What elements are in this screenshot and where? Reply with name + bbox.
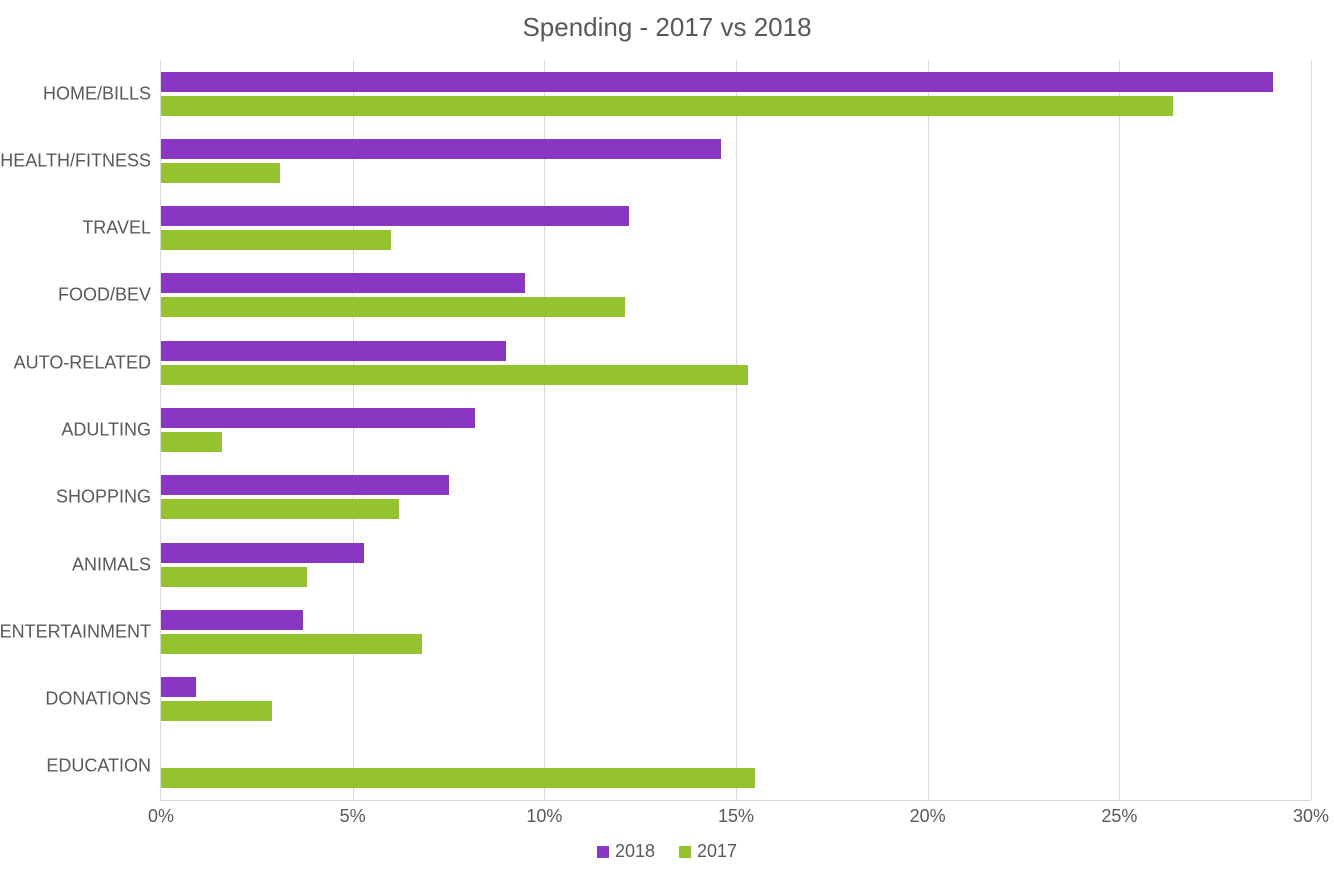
spending-chart: Spending - 2017 vs 2018 0%5%10%15%20%25%…: [0, 0, 1334, 876]
x-tick-label: 20%: [910, 806, 946, 827]
legend-item: 2018: [597, 841, 655, 862]
bar-2017: [161, 634, 422, 654]
y-tick-label: TRAVEL: [82, 218, 161, 239]
grid-line: [928, 60, 929, 800]
bar-2017: [161, 163, 280, 183]
bar-2017: [161, 230, 391, 250]
x-tick-label: 15%: [718, 806, 754, 827]
plot-area: 0%5%10%15%20%25%30%HOME/BILLSHEALTH/FITN…: [160, 60, 1311, 801]
x-tick-label: 25%: [1101, 806, 1137, 827]
legend-label: 2018: [615, 841, 655, 862]
legend-item: 2017: [679, 841, 737, 862]
chart-title: Spending - 2017 vs 2018: [0, 12, 1334, 43]
bar-2018: [161, 72, 1273, 92]
legend-label: 2017: [697, 841, 737, 862]
bar-2018: [161, 543, 364, 563]
bar-2017: [161, 365, 748, 385]
y-tick-label: ANIMALS: [72, 554, 161, 575]
bar-2018: [161, 206, 629, 226]
y-tick-label: HEALTH/FITNESS: [0, 150, 161, 171]
y-tick-label: AUTO-RELATED: [14, 352, 161, 373]
x-tick-label: 30%: [1293, 806, 1329, 827]
y-tick-label: ADULTING: [61, 419, 161, 440]
bar-2018: [161, 408, 475, 428]
bar-2017: [161, 499, 399, 519]
grid-line: [736, 60, 737, 800]
grid-line: [353, 60, 354, 800]
bar-2017: [161, 768, 755, 788]
bar-2018: [161, 341, 506, 361]
x-tick-label: 0%: [148, 806, 174, 827]
x-tick-label: 5%: [340, 806, 366, 827]
bar-2018: [161, 610, 303, 630]
bar-2017: [161, 701, 272, 721]
grid-line: [1119, 60, 1120, 800]
bar-2018: [161, 139, 721, 159]
bar-2018: [161, 475, 449, 495]
legend-swatch: [679, 846, 691, 858]
legend-swatch: [597, 846, 609, 858]
bar-2017: [161, 96, 1173, 116]
bar-2018: [161, 677, 196, 697]
y-tick-label: DONATIONS: [45, 689, 161, 710]
y-tick-label: ENTERTAINMENT: [0, 621, 161, 642]
grid-line: [544, 60, 545, 800]
bar-2017: [161, 432, 222, 452]
y-tick-label: EDUCATION: [46, 756, 161, 777]
y-tick-label: SHOPPING: [56, 487, 161, 508]
bar-2017: [161, 297, 625, 317]
bar-2018: [161, 273, 525, 293]
x-tick-label: 10%: [526, 806, 562, 827]
y-tick-label: FOOD/BEV: [58, 285, 161, 306]
legend: 2018 2017: [0, 841, 1334, 862]
y-tick-label: HOME/BILLS: [43, 83, 161, 104]
bar-2017: [161, 567, 307, 587]
grid-line: [1311, 60, 1312, 800]
